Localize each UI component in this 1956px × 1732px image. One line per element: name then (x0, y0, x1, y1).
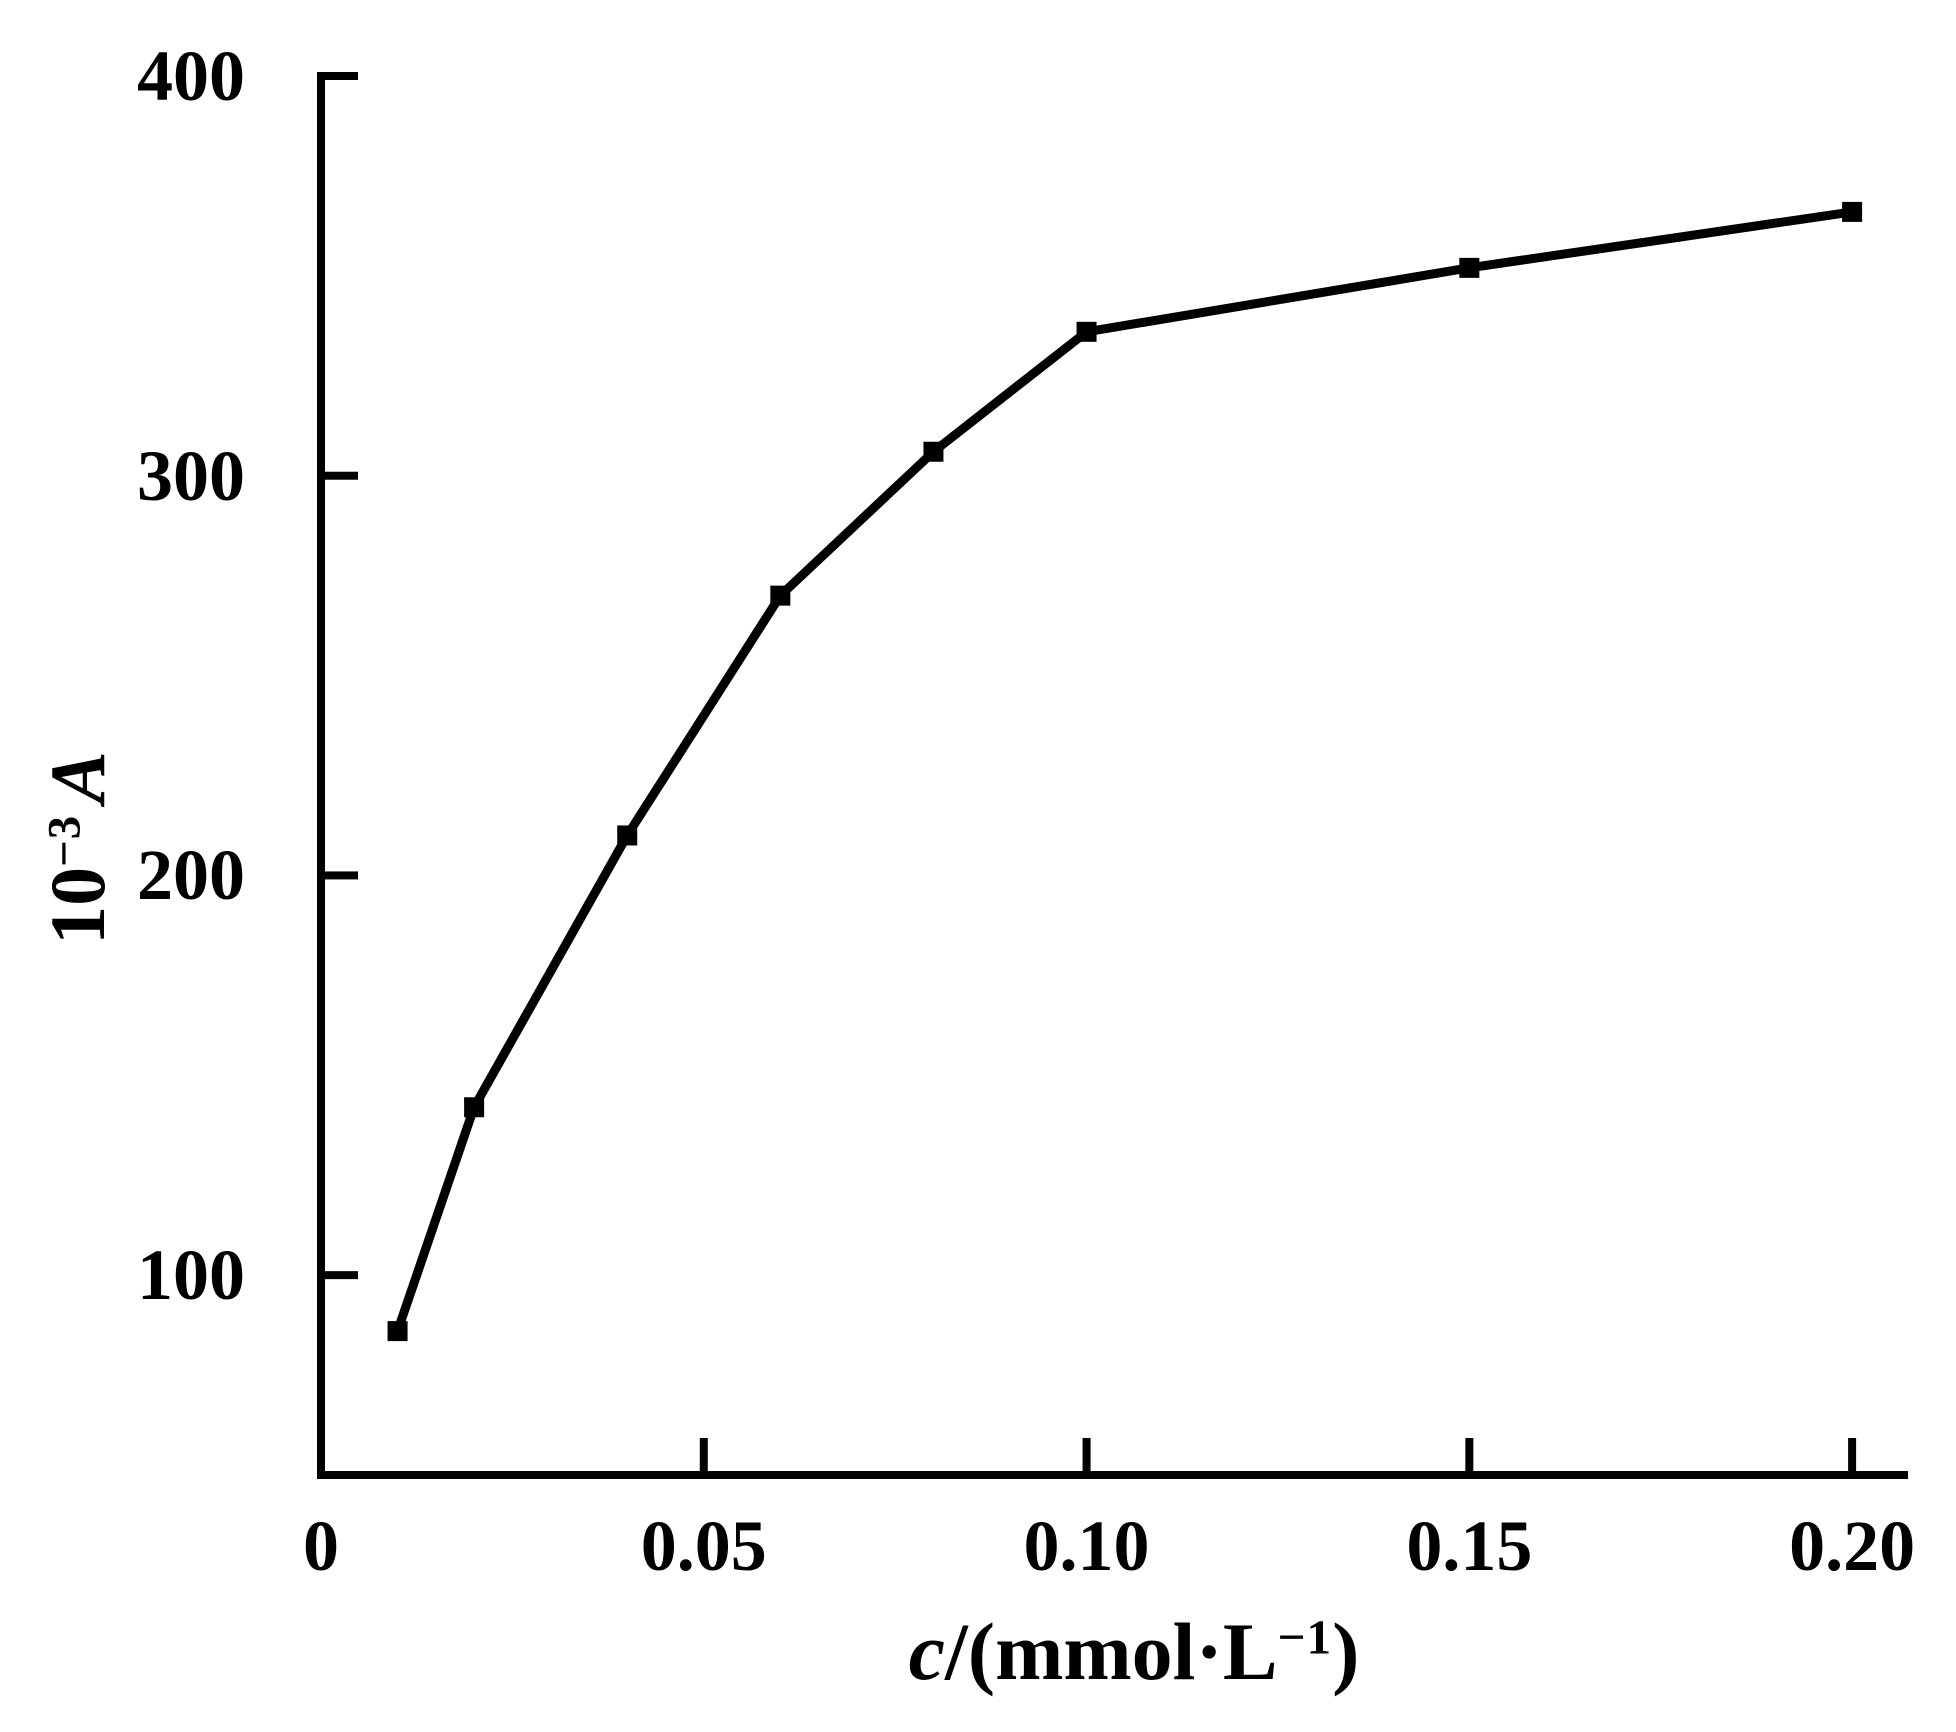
x-tick-label: 0.20 (1789, 1506, 1916, 1586)
x-title-unit-close: ) (1332, 1606, 1360, 1697)
data-point-marker (387, 1321, 408, 1342)
x-tick-label: 0.10 (1023, 1506, 1150, 1586)
data-point-marker (770, 585, 791, 606)
x-axis-title: c/(mmol·L−1) (909, 1611, 1360, 1693)
x-tick-mark (1848, 1438, 1857, 1472)
y-tick-label: 100 (137, 1235, 245, 1316)
x-tick-label: 0.05 (640, 1506, 767, 1586)
data-point-marker (617, 825, 638, 846)
x-tick-label: 0.15 (1406, 1506, 1533, 1586)
y-tick-label: 200 (137, 835, 245, 916)
x-title-variable: c (908, 1606, 945, 1697)
y-tick-mark (324, 871, 358, 880)
x-title-unit-open: /(mmol·L (944, 1606, 1278, 1697)
y-tick-mark (324, 1271, 358, 1280)
x-tick-mark (699, 1438, 708, 1472)
data-point-marker (1076, 321, 1097, 342)
x-tick-mark (1082, 1438, 1091, 1472)
x-tick-label: 0 (303, 1506, 339, 1586)
x-tick-mark (1465, 1438, 1474, 1472)
y-title-coefficient: 10 (34, 866, 121, 945)
data-point-marker (464, 1097, 485, 1118)
y-title-variable: A (34, 751, 121, 804)
y-tick-mark (324, 471, 358, 480)
y-tick-label: 400 (137, 36, 245, 116)
x-title-unit-exponent: −1 (1277, 1609, 1333, 1665)
data-point-marker (1459, 257, 1480, 278)
x-axis-line (317, 1471, 1908, 1479)
data-point-marker (923, 441, 944, 462)
data-point-marker (1842, 201, 1863, 222)
y-tick-mark (324, 72, 358, 80)
y-tick-label: 300 (137, 435, 245, 516)
y-axis-line (317, 72, 325, 1479)
y-axis-title: 10−3 A (34, 751, 121, 945)
y-title-exponent: −3 (38, 814, 91, 867)
data-line (393, 207, 1853, 1333)
